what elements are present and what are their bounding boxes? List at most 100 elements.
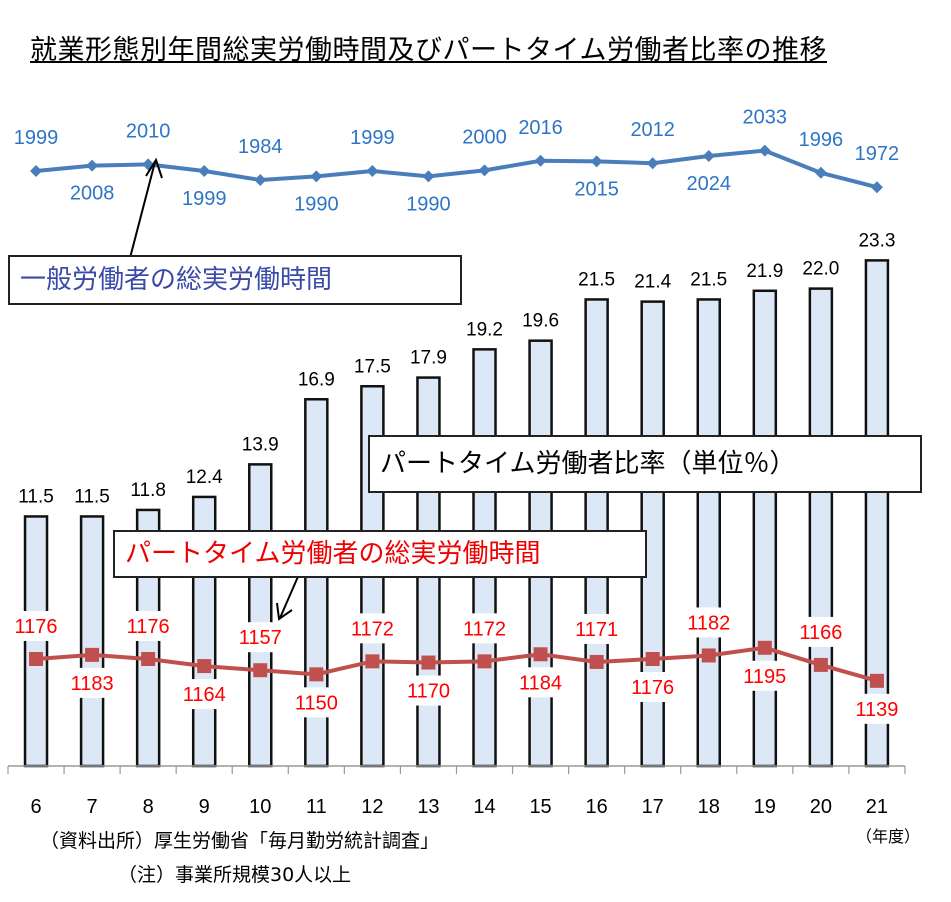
x-tick-label: 6 [30,796,41,818]
data-label: 2000 [462,126,507,148]
data-point [365,654,380,669]
x-tick-label: 8 [143,796,154,818]
data-point [758,144,771,157]
data-point [310,170,323,183]
data-label: 1990 [294,193,339,215]
data-label-bg [510,667,571,698]
bar-label: 23.3 [858,230,895,251]
series-line [35,645,878,683]
legend-general-hours: 一般労働者の総実労働時間 [8,255,462,305]
data-point [422,170,435,183]
data-label-bg [174,679,235,710]
bar-label: 22.0 [802,259,839,280]
data-point [814,166,827,179]
series-line [35,148,878,190]
data-label: 2008 [70,183,115,205]
data-point [589,654,604,669]
data-label: 1172 [463,618,506,640]
data-label: 1183 [71,673,114,695]
legend-part-time-hours: パートタイム労働者の総実労働時間 [113,530,647,578]
data-label-bg [566,613,627,644]
data-label: 2010 [126,120,171,142]
data-label: 1170 [407,681,450,703]
bar [808,287,834,768]
data-point [85,647,100,662]
data-label: 1157 [239,627,282,649]
data-label-bg [230,622,291,653]
bar [79,515,105,768]
data-label: 1996 [799,129,844,151]
footnote: （注）事業所規模30人以上 [118,864,352,886]
data-point [197,659,212,674]
data-label-bg [62,667,123,698]
data-point [757,640,772,655]
x-tick-label: 13 [417,796,439,818]
x-tick-label: 19 [754,796,776,818]
bar-label: 13.9 [242,434,279,455]
arrow-head [145,157,163,179]
x-tick-label: 9 [199,796,210,818]
bar [696,298,721,768]
data-point [141,652,156,666]
bar-label: 21.5 [578,269,615,290]
x-tick-label: 15 [529,796,551,818]
data-point [646,157,659,170]
x-axis-unit: （年度） [856,827,921,846]
bar-label: 19.6 [522,311,559,332]
callout-arrow [129,161,156,259]
data-point [421,655,436,670]
x-tick-label: 17 [642,796,664,818]
data-label: 1166 [799,622,842,644]
data-point [254,174,267,186]
data-label: 2015 [574,178,619,200]
bar [248,463,273,768]
bar-label: 21.9 [746,261,783,282]
data-point [30,165,43,177]
data-label: 1139 [855,699,898,721]
data-point [253,663,268,678]
x-tick-label: 16 [586,796,608,818]
source-note: （資料出所）厚生労働省「毎月勤労統計調査」 [40,830,440,852]
data-label-bg [118,611,179,641]
arrow-head [276,602,293,621]
data-point [478,164,491,177]
data-point [645,652,660,666]
data-label: 2024 [687,173,732,195]
x-tick-label: 20 [810,796,832,818]
data-point [29,652,44,666]
x-tick-label: 12 [361,796,383,818]
data-label: 1184 [519,672,562,694]
data-label-bg [790,616,851,647]
data-label-bg [6,611,67,641]
data-label-bg [622,672,683,702]
x-tick-label: 14 [473,796,495,818]
data-label-bg [678,607,739,638]
bar-label: 16.9 [298,369,335,390]
data-label: 1182 [687,612,730,634]
data-point [477,654,492,669]
data-label: 1195 [743,666,786,688]
data-point [534,154,547,167]
bar [23,515,49,768]
data-point [870,181,883,194]
data-label-bg [454,613,515,644]
bar-label: 17.5 [354,356,391,377]
bar-label: 12.4 [186,467,223,488]
data-label: 1999 [350,127,395,149]
data-label-bg [286,687,347,718]
data-label: 1999 [182,188,227,210]
bar-label: 17.9 [410,348,447,369]
data-point [533,647,548,662]
data-label: 1171 [575,619,618,641]
legend-part-time-ratio: パートタイム労働者比率（単位％） [368,435,922,493]
data-label: 1984 [238,136,283,158]
data-label-bg [846,693,907,724]
bar [864,259,890,768]
data-label-bg [342,613,403,644]
data-label: 2012 [630,119,675,141]
bar-label: 21.5 [690,269,727,290]
data-point [590,155,603,168]
data-label: 2033 [743,107,788,129]
data-point [86,159,99,172]
bar-label: 21.4 [634,272,671,293]
